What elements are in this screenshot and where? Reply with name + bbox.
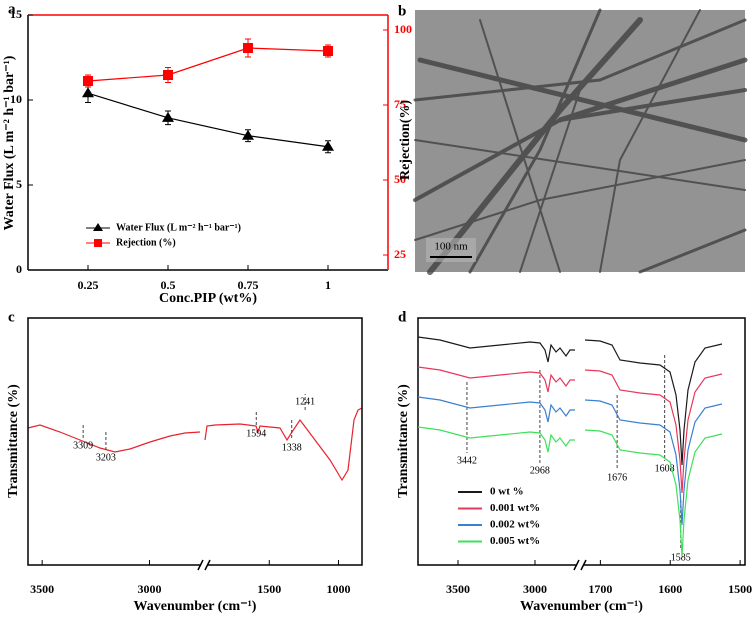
x-axis-label: Wavenumber (cm⁻¹) [520, 599, 643, 614]
y2-tick-label: 25 [394, 247, 406, 261]
peak-label: 1585 [671, 552, 691, 563]
spectrum-curve [584, 339, 723, 466]
y2-tick-label: 75 [394, 97, 406, 111]
legend-label: 0.005 wt% [490, 535, 540, 547]
peak-label: 2968 [530, 465, 550, 476]
scale-bar-label: 100 nm [434, 241, 468, 253]
nanofibers [413, 8, 748, 275]
peak-label: 1676 [607, 472, 627, 483]
legend-label: 0 wt % [490, 486, 524, 498]
marker [322, 140, 334, 151]
spectrum-curve [584, 429, 723, 557]
peak-label: 3309 [73, 440, 93, 451]
legend-label: 0.001 wt% [490, 502, 540, 514]
y2-tick-label: 50 [394, 172, 406, 186]
peak-label: 1241 [295, 396, 315, 407]
y2-axis-label: Rejection(%) [398, 100, 413, 180]
y-tick-label: 10 [10, 92, 22, 106]
x-tick-label: 3000 [523, 582, 547, 596]
x-tick-label: 0.25 [78, 278, 99, 292]
plot-frame [27, 317, 363, 566]
y-tick-label: 0 [16, 262, 22, 276]
peak-label: 1608 [655, 463, 675, 474]
spectrum-curve [417, 396, 575, 423]
y-axis-label: Water Flux (L m⁻² h⁻¹ bar⁻¹) [2, 55, 17, 230]
peak-label: 3203 [96, 452, 116, 463]
series-line [87, 92, 329, 148]
x-tick-label: 3000 [137, 582, 161, 596]
spectrum-curve [417, 336, 575, 363]
spectrum-curve [417, 426, 575, 453]
peak-label: 1338 [282, 442, 302, 453]
spectrum-curve [417, 366, 575, 393]
legend-label: Rejection (%) [116, 237, 176, 248]
panel-label: b [398, 3, 406, 19]
y-tick-label: 5 [16, 177, 22, 191]
marker [323, 46, 333, 56]
x-tick-label: 3500 [446, 582, 470, 596]
marker [82, 87, 94, 98]
x-tick-label: 1500 [257, 582, 281, 596]
marker [243, 43, 253, 53]
legend-marker [93, 223, 103, 231]
axis-break-gap [201, 561, 207, 569]
y-axis-label: Transmittance (%) [396, 384, 411, 498]
x-tick-label: 1000 [326, 582, 350, 596]
x-axis-label: Conc.PIP (wt%) [159, 291, 257, 306]
x-tick-label: 1 [325, 278, 331, 292]
panel-label: c [8, 309, 15, 325]
axis-break-gap [577, 561, 583, 569]
y-axis-label: Transmittance (%) [6, 384, 21, 498]
spectrum-curve [584, 369, 723, 494]
panel-label: d [398, 309, 407, 325]
panel-label: a [8, 1, 16, 17]
peak-label: 3442 [457, 455, 477, 466]
x-tick-label: 1600 [658, 582, 682, 596]
x-tick-label: 1700 [588, 582, 612, 596]
axis-break [573, 559, 587, 571]
marker [163, 70, 173, 80]
x-tick-label: 0.5 [161, 278, 176, 292]
legend-label: Water Flux (L m⁻² h⁻¹ bar⁻¹) [116, 222, 241, 233]
spectrum-curve [27, 424, 201, 453]
spectrum-curve [584, 399, 723, 526]
legend-marker [94, 239, 102, 247]
marker [242, 129, 254, 140]
y-tick-label: 15 [10, 7, 22, 21]
x-tick-label: 0.75 [238, 278, 259, 292]
x-axis-label: Wavenumber (cm⁻¹) [134, 599, 257, 614]
x-tick-label: 3500 [30, 582, 54, 596]
marker [162, 111, 174, 122]
marker [83, 76, 93, 86]
series-line [87, 47, 329, 82]
y2-tick-label: 100 [394, 22, 412, 36]
x-tick-label: 1500 [728, 582, 752, 596]
peak-label: 1594 [246, 428, 266, 439]
tem-image: 100 nm b [398, 3, 748, 275]
plot-frame [417, 317, 746, 566]
axis-break [197, 559, 211, 571]
legend-label: 0.002 wt% [490, 519, 540, 531]
